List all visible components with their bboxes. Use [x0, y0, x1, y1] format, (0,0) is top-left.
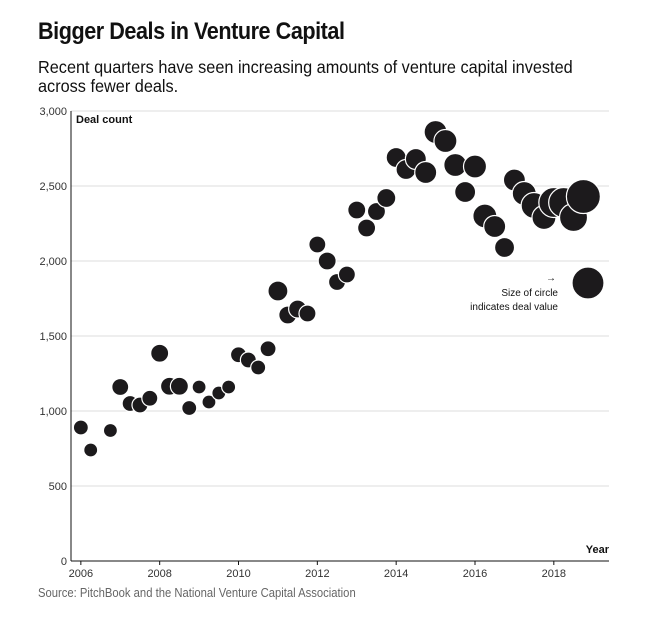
data-bubble	[454, 180, 477, 204]
bubble-series	[72, 119, 601, 458]
source-note: Source: PitchBook and the National Ventu…	[38, 586, 356, 600]
data-bubble	[250, 359, 267, 376]
data-bubble	[111, 377, 130, 397]
data-bubble	[298, 304, 317, 323]
data-bubble	[221, 379, 237, 395]
data-bubble	[259, 340, 277, 358]
y-tick-label: 2,000	[39, 256, 67, 268]
chart-title: Bigger Deals in Venture Capital	[38, 18, 345, 45]
data-bubble	[366, 201, 387, 222]
data-bubble	[83, 442, 99, 458]
x-tick-label: 2016	[463, 568, 487, 580]
data-bubble	[308, 235, 327, 254]
x-axis-label: Year	[586, 544, 610, 556]
y-tick-label: 0	[61, 556, 67, 568]
size-legend: → Size of circle indicates deal value	[470, 266, 605, 313]
data-bubble	[181, 399, 198, 417]
x-tick-label: 2006	[69, 568, 93, 580]
data-bubble	[462, 154, 488, 179]
data-bubble	[347, 200, 367, 220]
legend-note-line1: Size of circle	[501, 288, 558, 299]
data-bubble	[565, 178, 601, 215]
chart-subtitle: Recent quarters have seen increasing amo…	[38, 57, 573, 96]
data-bubble	[337, 265, 356, 284]
y-axis-label: Deal count	[76, 114, 133, 126]
data-bubble	[201, 394, 217, 410]
legend-note-line2: indicates deal value	[470, 302, 558, 313]
data-bubble	[483, 214, 507, 239]
x-tick-label: 2018	[542, 568, 566, 580]
data-bubble	[267, 280, 289, 302]
data-bubble	[191, 379, 207, 395]
data-bubble	[72, 419, 89, 436]
legend-arrow-icon: →	[546, 273, 556, 284]
data-bubble	[317, 251, 337, 271]
x-axis-ticks: 2006 2008 2010 2012 2014 2016 2018	[69, 561, 566, 580]
data-bubble	[169, 376, 189, 396]
data-bubble	[433, 128, 458, 154]
x-tick-label: 2008	[147, 568, 171, 580]
data-bubble	[102, 422, 119, 439]
y-tick-label: 2,500	[39, 181, 67, 193]
legend-example-bubble	[571, 266, 605, 300]
data-bubble	[493, 236, 516, 259]
y-tick-label: 1,500	[39, 331, 67, 343]
y-tick-label: 500	[49, 481, 67, 493]
data-bubble	[141, 389, 159, 407]
x-tick-label: 2012	[305, 568, 329, 580]
x-tick-label: 2010	[226, 568, 250, 580]
y-tick-label: 3,000	[39, 106, 67, 118]
x-tick-label: 2014	[384, 568, 408, 580]
data-bubble	[414, 160, 438, 185]
data-bubble	[357, 218, 377, 238]
data-bubble	[150, 343, 170, 363]
y-tick-label: 1,000	[39, 406, 67, 418]
y-axis-ticks: 0 500 1,000 1,500 2,000 2,500 3,000	[39, 106, 67, 568]
data-bubble	[376, 187, 397, 209]
